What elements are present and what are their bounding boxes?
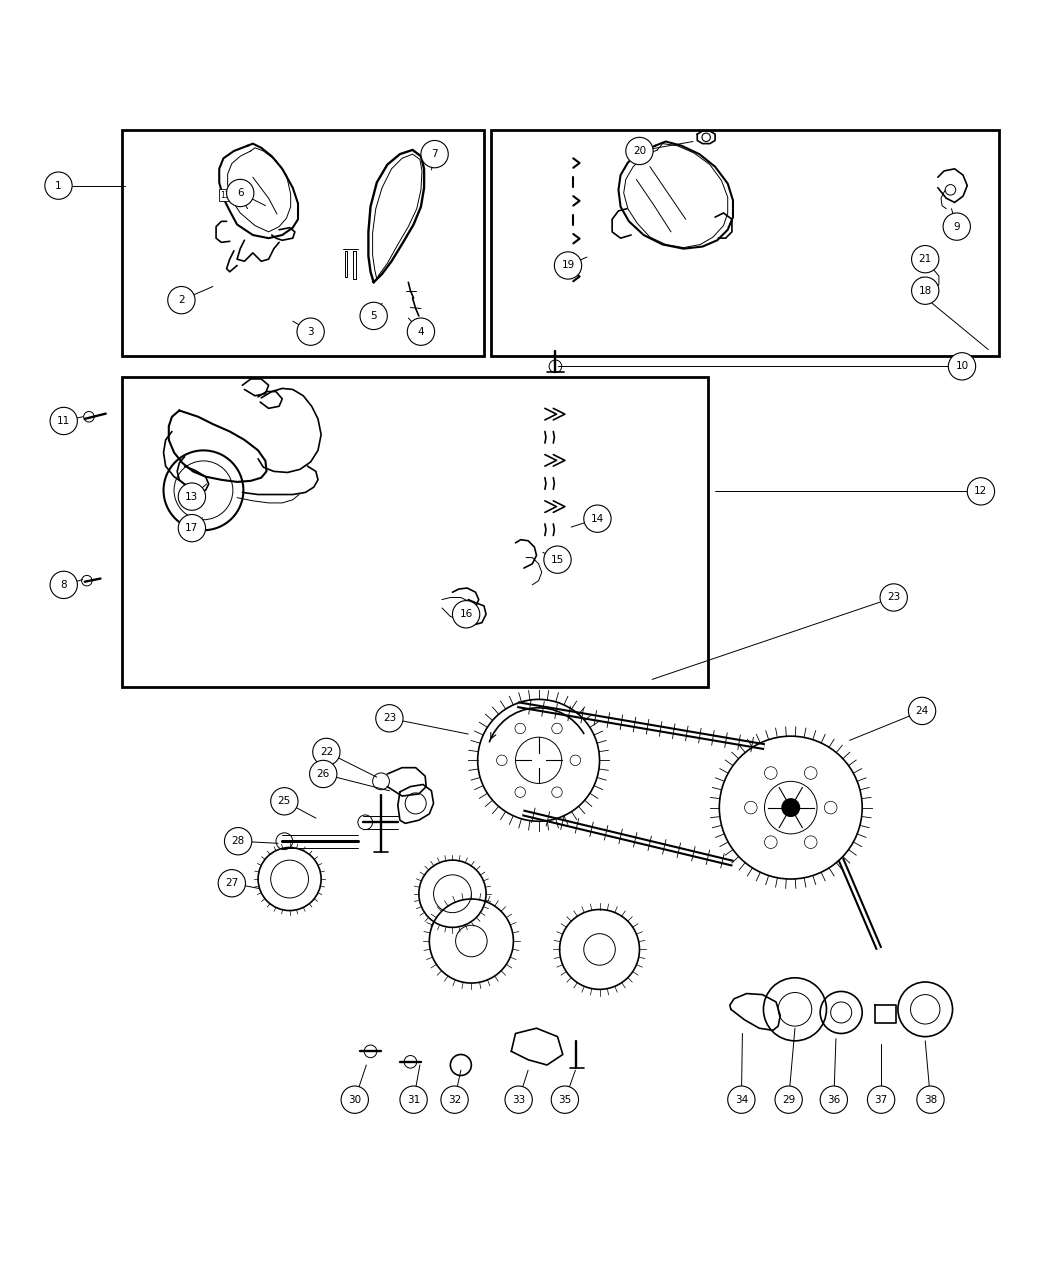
Text: 34: 34: [734, 1095, 748, 1105]
Circle shape: [967, 477, 994, 505]
Circle shape: [218, 870, 245, 897]
Text: 21: 21: [918, 255, 932, 265]
Text: 2: 2: [178, 295, 185, 306]
Circle shape: [728, 1086, 755, 1113]
Circle shape: [226, 179, 254, 207]
Text: 26: 26: [317, 769, 330, 779]
Text: 1: 1: [55, 180, 62, 191]
Text: 27: 27: [225, 879, 239, 888]
Text: 17: 17: [185, 523, 199, 533]
Circle shape: [452, 601, 480, 628]
Text: 11: 11: [57, 416, 70, 426]
Circle shape: [948, 353, 975, 380]
Circle shape: [312, 738, 340, 766]
Text: 32: 32: [448, 1095, 461, 1105]
Text: 13: 13: [185, 491, 199, 501]
Circle shape: [943, 212, 970, 240]
Text: 35: 35: [559, 1095, 571, 1105]
Circle shape: [626, 137, 653, 165]
Circle shape: [167, 286, 195, 313]
Circle shape: [551, 1086, 579, 1113]
Text: 29: 29: [782, 1095, 795, 1105]
Circle shape: [912, 246, 938, 272]
Text: 5: 5: [370, 311, 377, 321]
Text: 37: 37: [874, 1095, 888, 1105]
Circle shape: [505, 1086, 532, 1113]
Text: 18: 18: [918, 285, 932, 295]
Circle shape: [702, 133, 710, 142]
Circle shape: [407, 318, 434, 345]
Circle shape: [775, 1086, 803, 1113]
Circle shape: [782, 798, 801, 817]
Circle shape: [341, 1086, 368, 1113]
Circle shape: [50, 572, 78, 599]
Text: 9: 9: [953, 221, 960, 231]
Text: 22: 22: [320, 747, 333, 757]
Circle shape: [554, 252, 582, 279]
Circle shape: [270, 788, 298, 815]
Text: 16: 16: [460, 609, 472, 619]
Text: 4: 4: [418, 326, 424, 336]
Circle shape: [912, 278, 938, 304]
Text: 7: 7: [431, 150, 438, 159]
Text: 23: 23: [383, 714, 396, 724]
Circle shape: [50, 407, 78, 435]
Bar: [122, 130, 484, 356]
Circle shape: [224, 828, 251, 854]
Text: 6: 6: [237, 188, 244, 198]
Circle shape: [917, 1086, 944, 1113]
Circle shape: [821, 1086, 848, 1113]
Circle shape: [909, 697, 935, 725]
Circle shape: [178, 514, 205, 542]
Text: 20: 20: [633, 146, 646, 156]
Text: 31: 31: [407, 1095, 420, 1105]
Text: 8: 8: [60, 579, 67, 590]
Circle shape: [945, 184, 955, 196]
Circle shape: [584, 505, 611, 532]
Circle shape: [881, 583, 908, 611]
Circle shape: [360, 302, 387, 330]
Circle shape: [376, 705, 403, 732]
Text: 15: 15: [551, 555, 564, 564]
Text: 14: 14: [591, 514, 604, 523]
Text: 36: 36: [827, 1095, 841, 1105]
Text: 23: 23: [887, 592, 901, 602]
Text: 10: 10: [955, 362, 969, 371]
Circle shape: [544, 546, 571, 573]
Circle shape: [178, 483, 205, 510]
Circle shape: [309, 760, 337, 788]
Bar: [122, 377, 708, 687]
Circle shape: [441, 1086, 468, 1113]
Circle shape: [45, 171, 73, 200]
Text: 30: 30: [348, 1095, 361, 1105]
Circle shape: [868, 1086, 895, 1113]
Text: 12: 12: [974, 486, 988, 496]
Text: 38: 38: [924, 1095, 937, 1105]
Text: 1395: 1395: [220, 191, 240, 200]
Text: 33: 33: [512, 1095, 525, 1105]
Circle shape: [297, 318, 324, 345]
Text: 19: 19: [562, 261, 574, 270]
Circle shape: [421, 141, 448, 168]
Bar: [491, 130, 998, 356]
Text: 25: 25: [278, 797, 291, 806]
Circle shape: [400, 1086, 427, 1113]
Text: 28: 28: [231, 836, 245, 847]
Text: 24: 24: [915, 706, 929, 716]
Text: 3: 3: [307, 326, 313, 336]
